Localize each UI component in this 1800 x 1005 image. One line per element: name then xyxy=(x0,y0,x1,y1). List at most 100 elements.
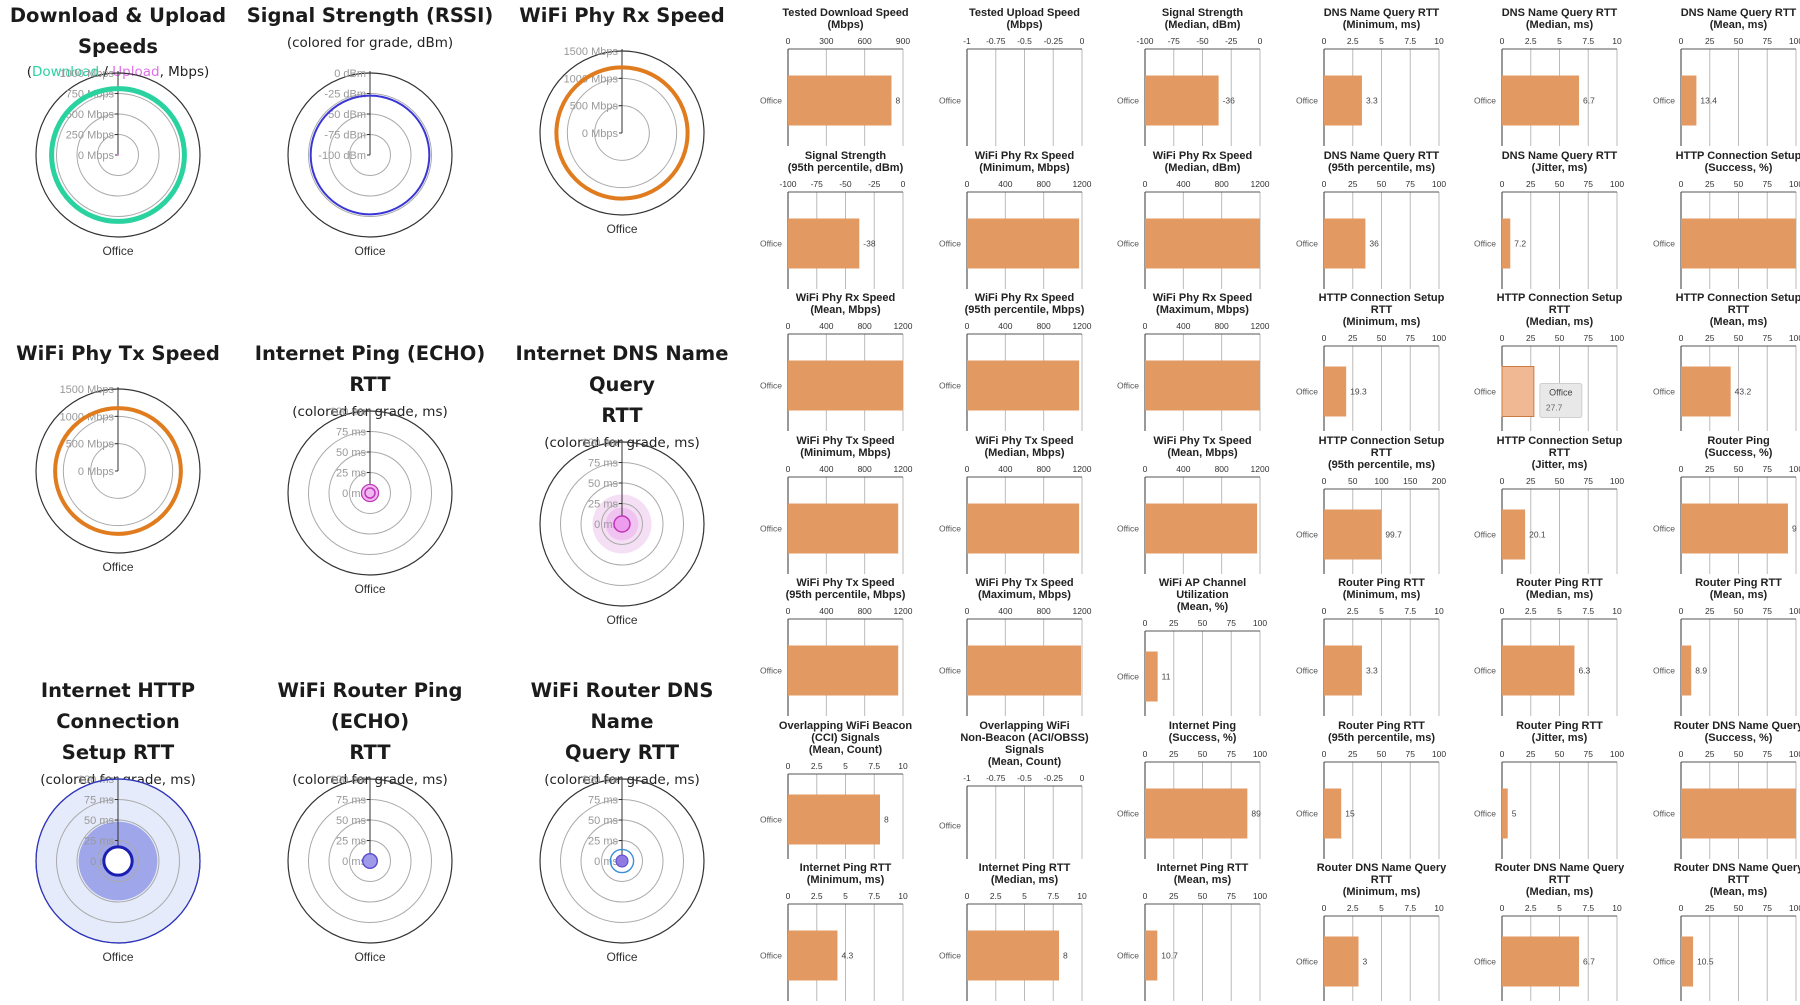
bar-chart-title: (Median, ms) xyxy=(990,874,1058,886)
polar-ring-label: 100 ms xyxy=(582,438,619,449)
bar-chart-title: Router Ping xyxy=(1707,435,1769,447)
bar-tick-label: -100 xyxy=(779,179,796,189)
bar xyxy=(1145,788,1247,838)
bar-tick-label: 0 xyxy=(1321,606,1326,616)
polar-category-label: Office xyxy=(102,244,133,258)
bar-tick-label: -75 xyxy=(1168,36,1181,46)
bar-tick-label: 0 xyxy=(786,464,791,474)
tooltip-value: 27.7 xyxy=(1546,403,1563,413)
bar-chart-title: (Minimum, ms) xyxy=(1342,886,1420,898)
bar-chart-title: (Minimum, Mbps) xyxy=(800,447,891,459)
bar-tick-label: -0.5 xyxy=(1017,773,1032,783)
bar-chart-title: (Jitter, ms) xyxy=(1532,162,1588,174)
bar-tick-label: 75 xyxy=(1584,333,1594,343)
bar-tick-label: -1 xyxy=(963,36,971,46)
bar-tick-label: 75 xyxy=(1405,179,1415,189)
bar-chart-title: Router Ping RTT xyxy=(1516,577,1603,589)
bar-tick-label: 25 xyxy=(1705,749,1715,759)
bar-tick-label: 25 xyxy=(1705,36,1715,46)
bar xyxy=(1324,367,1346,417)
bar-chart-title: WiFi Phy Rx Speed xyxy=(974,150,1074,162)
bar-category-label: Office xyxy=(1474,387,1496,397)
bar-chart-title: Internet Ping xyxy=(1169,720,1236,732)
bar-tick-label: 0 xyxy=(1321,476,1326,486)
bar-category-label: Office xyxy=(938,951,960,961)
bar-tick-label: 2.5 xyxy=(811,761,823,771)
bar-category-label: Office xyxy=(1474,957,1496,967)
bar-chart-title: HTTP Connection Setup xyxy=(1497,292,1623,304)
bar-tick-label: 75 xyxy=(1405,749,1415,759)
bar-chart-title: RTT xyxy=(1727,874,1749,886)
bar-category-label: Office xyxy=(1652,238,1674,248)
bar-tick-label: 25 xyxy=(1348,333,1358,343)
polar-title-line: WiFi Phy Tx Speed xyxy=(0,338,243,369)
bar-chart-title: (Mean, Mbps) xyxy=(1167,447,1238,459)
bar-chart-9: DNS Name Query RTT(95th percentile, ms)0… xyxy=(1294,149,1472,291)
bar-chart-title: HTTP Connection Setup xyxy=(1318,292,1444,304)
bar-chart-2: Signal Strength(Median, dBm)-100-75-50-2… xyxy=(1115,6,1293,148)
polar-ring-label: 1000 Mbps xyxy=(60,69,115,80)
bar-chart-title: (Jitter, ms) xyxy=(1532,732,1588,744)
bar-tick-label: 0 xyxy=(1678,36,1683,46)
bar-category-label: Office xyxy=(1295,957,1317,967)
bar-chart-title: Tested Download Speed xyxy=(782,7,908,19)
bar-value-label: -38 xyxy=(863,238,876,248)
bar-chart-title: (95th percentile, Mbps) xyxy=(786,589,906,601)
polar-ring-label: 75 ms xyxy=(588,458,618,470)
bar-chart-title: RTT xyxy=(1727,304,1749,316)
polar-ring-label: 500 Mbps xyxy=(570,101,619,113)
bar-chart-title: Non-Beacon (ACI/OBSS) xyxy=(960,732,1089,744)
bar xyxy=(967,931,1059,981)
bar-tick-label: 100 xyxy=(1610,179,1624,189)
bar-tick-label: 0 xyxy=(786,36,791,46)
bar-tick-label: 5 xyxy=(1557,903,1562,913)
bar xyxy=(1681,937,1693,987)
bar-chart-title: Signal Strength xyxy=(1162,7,1244,19)
polar-category-label: Office xyxy=(606,613,637,627)
bar-value-label: 36 xyxy=(1369,238,1379,248)
bar-chart-title: (Success, %) xyxy=(1704,447,1772,459)
bar-tick-label: 800 xyxy=(1215,179,1229,189)
bar xyxy=(1502,788,1508,838)
bar-category-label: Office xyxy=(1474,529,1496,539)
bar-tick-label: 0 xyxy=(1143,749,1148,759)
bar-category-label: Office xyxy=(1474,666,1496,676)
bar-tick-label: 5 xyxy=(843,761,848,771)
bar-tick-label: 25 xyxy=(1169,749,1179,759)
bar-chart-title: Router Ping RTT xyxy=(1338,720,1425,732)
bar-chart-title: (Success, %) xyxy=(1704,732,1772,744)
polar-ring-label: 100 ms xyxy=(582,775,619,786)
bar-chart-title: (Jitter, ms) xyxy=(1532,459,1588,471)
bar-chart-title: WiFi AP Channel xyxy=(1159,577,1246,589)
bar xyxy=(967,218,1079,268)
polar-ring-label: 25 ms xyxy=(84,836,114,848)
bar-chart-title: WiFi Phy Rx Speed xyxy=(1153,292,1253,304)
polar-title-line: Download & Upload Speeds xyxy=(0,0,243,62)
bar-tick-label: 0 xyxy=(1143,321,1148,331)
bar xyxy=(1145,361,1260,411)
bar-chart-24: WiFi Phy Tx Speed(95th percentile, Mbps)… xyxy=(758,576,936,718)
bar-tick-label: 10 xyxy=(898,891,908,901)
bar-tick-label: 400 xyxy=(1176,464,1190,474)
bar xyxy=(1324,76,1362,126)
bar-tick-label: 0 xyxy=(1500,333,1505,343)
bar-category-label: Office xyxy=(760,381,782,391)
bar-tick-label: 25 xyxy=(1348,749,1358,759)
bar-tick-label: 0 xyxy=(1500,606,1505,616)
bar-chart-title: WiFi Phy Rx Speed xyxy=(1153,150,1253,162)
bar-tick-label: 75 xyxy=(1227,618,1237,628)
bar-tick-label: -25 xyxy=(868,179,881,189)
bar-tick-label: 75 xyxy=(1584,476,1594,486)
bar-tick-label: 400 xyxy=(998,321,1012,331)
bar xyxy=(1145,652,1158,702)
bar-category-label: Office xyxy=(760,238,782,248)
polar-chart-ping: Internet Ping (ECHO) RTT(colored for gra… xyxy=(245,338,495,668)
bar-tick-label: 50 xyxy=(1198,618,1208,628)
bar-tick-label: 400 xyxy=(998,606,1012,616)
bar-tick-label: 1200 xyxy=(1251,464,1270,474)
